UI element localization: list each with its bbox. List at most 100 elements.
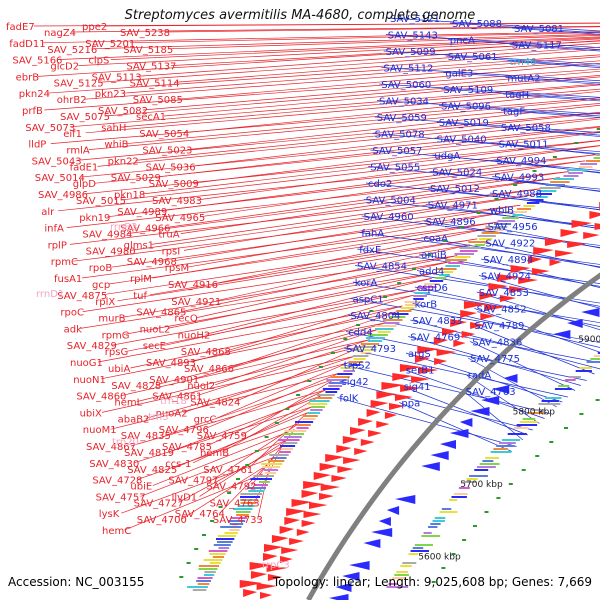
- left-gene-label: rpsG: [105, 347, 128, 358]
- gene-class-block: [436, 268, 457, 270]
- forward-gene-arrow: [527, 256, 543, 264]
- left-leader-line: [155, 328, 380, 386]
- left-gene-label: SAV_4901: [149, 375, 199, 386]
- gene-class-block: [218, 547, 230, 549]
- gene-class-block: [586, 361, 600, 363]
- right-leader-line: [474, 308, 600, 353]
- accession-label: Accession: NC_003155: [8, 575, 145, 589]
- right-gene-label: SAV_4703: [466, 387, 516, 398]
- gene-class-block: [350, 364, 361, 366]
- right-leader-line: [414, 286, 600, 328]
- forward-gene-arrow: [370, 400, 389, 408]
- left-gene-label: SAV_5125: [54, 78, 104, 89]
- left-gene-label: pkn24: [19, 89, 50, 100]
- gc-marker: [296, 394, 301, 396]
- forward-gene-arrow: [368, 430, 382, 437]
- left-gene-label: SAV_5238: [120, 28, 170, 39]
- left-leader-line: [129, 32, 600, 44]
- left-gene-label: SAV_4824: [190, 398, 240, 409]
- forward-gene-arrow: [342, 436, 359, 444]
- gene-class-block: [464, 481, 477, 483]
- left-gene-label: SAV_4759: [197, 431, 247, 442]
- gene-class-block: [388, 583, 398, 585]
- right-gene-label: SAV_4924: [481, 272, 531, 283]
- forward-gene-arrow: [461, 331, 476, 338]
- gene-class-block: [414, 544, 433, 546]
- forward-gene-arrow: [400, 385, 422, 392]
- gene-class-block: [568, 376, 581, 378]
- left-leader-line: [193, 132, 600, 184]
- right-gene-label: SAV_5012: [430, 184, 480, 195]
- left-gene-label: nuoN1: [73, 375, 106, 386]
- right-leader-line: [337, 397, 517, 447]
- gene-class-block: [232, 508, 253, 510]
- left-leader-line: [91, 33, 600, 50]
- rna-gene-label: rrnB3: [110, 222, 137, 233]
- reverse-gene-arrow: [329, 594, 349, 600]
- left-gene-label: tuf: [133, 291, 147, 302]
- left-gene-label: clpS: [88, 56, 109, 67]
- right-gene-label: tagH: [505, 90, 529, 101]
- reverse-gene-arrow: [553, 330, 571, 339]
- left-leader-line: [165, 288, 420, 346]
- gc-marker: [532, 170, 537, 172]
- left-leader-line: [130, 311, 397, 369]
- left-gene-label: lysK: [99, 509, 120, 520]
- gene-class-block: [279, 451, 291, 453]
- left-leader-line: [136, 42, 600, 77]
- gene-class-block: [545, 184, 565, 186]
- gene-class-block: [565, 379, 576, 381]
- gene-class-block: [513, 427, 529, 429]
- gene-class-block: [448, 262, 464, 264]
- right-gene-label: SAV_4988: [492, 189, 542, 200]
- gene-class-block: [355, 346, 377, 348]
- left-gene-label: SAV_4860: [76, 392, 126, 403]
- forward-gene-arrow: [567, 241, 587, 248]
- left-leader-line: [69, 188, 544, 245]
- forward-gene-arrow: [350, 427, 366, 435]
- gc-marker: [318, 366, 323, 368]
- left-leader-line: [50, 97, 600, 144]
- left-leader-line: [145, 362, 350, 419]
- right-gene-label: SAV_4789: [474, 321, 524, 332]
- map-title: Streptomyces avermitilis MA-4680, comple…: [124, 8, 476, 23]
- gene-class-block: [485, 457, 499, 459]
- reverse-gene-arrow: [481, 396, 500, 405]
- forward-gene-arrow: [381, 382, 405, 390]
- forward-gene-arrow: [280, 556, 293, 563]
- gene-class-block: [392, 577, 406, 579]
- gene-class-block: [396, 310, 412, 312]
- gene-class-block: [451, 496, 467, 498]
- left-leader-line: [73, 204, 521, 262]
- gc-marker: [521, 469, 526, 471]
- reverse-gene-arrow: [371, 528, 393, 537]
- left-leader-line: [120, 261, 451, 318]
- gene-class-block: [261, 463, 283, 465]
- right-gene-label: fdxE: [359, 245, 381, 256]
- right-gene-label: sig42: [342, 377, 369, 388]
- gc-marker: [264, 436, 269, 438]
- left-gene-label: SAV_5114: [130, 78, 180, 89]
- left-leader-line: [151, 188, 544, 245]
- left-gene-label: ubiX: [80, 408, 102, 419]
- right-gene-label: cspD6: [417, 283, 448, 294]
- left-leader-line: [203, 372, 340, 430]
- left-gene-label: SAV_5166: [12, 56, 62, 67]
- right-gene-label: SAV_5011: [499, 140, 549, 151]
- gene-class-block: [485, 229, 504, 231]
- right-gene-label: SAV_5058: [501, 123, 551, 134]
- gene-class-block: [441, 508, 452, 510]
- left-leader-line: [97, 117, 600, 167]
- right-leader-line: [399, 402, 512, 452]
- right-leader-line: [489, 192, 600, 211]
- gene-class-block: [519, 421, 538, 423]
- left-gene-label: glcD2: [50, 62, 79, 73]
- gene-class-block: [402, 562, 417, 564]
- reverse-gene-arrow: [378, 517, 391, 526]
- left-leader-line: [152, 429, 295, 486]
- gene-class-block: [459, 247, 482, 249]
- right-gene-label: SAV_4896: [426, 217, 476, 228]
- gene-class-block: [259, 481, 270, 483]
- gene-class-block: [328, 382, 345, 384]
